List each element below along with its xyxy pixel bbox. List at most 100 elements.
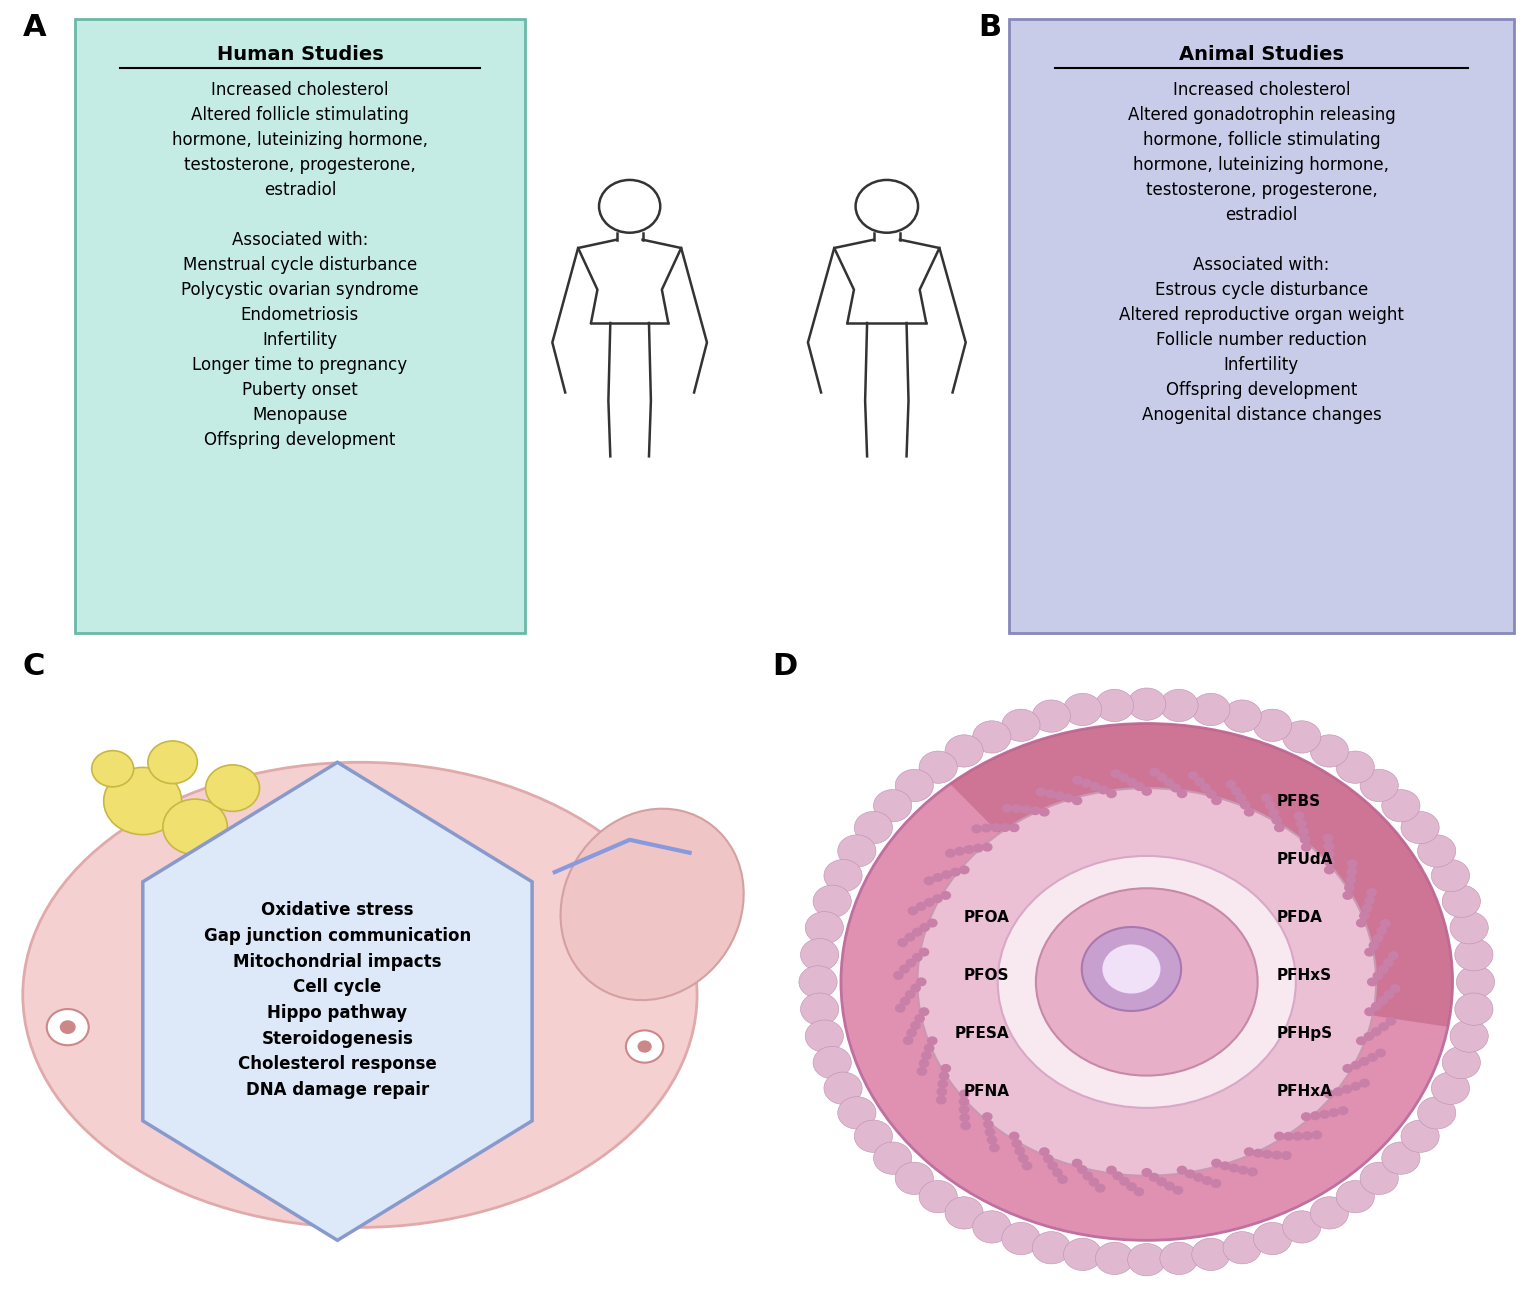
Circle shape — [986, 1136, 997, 1145]
Circle shape — [1364, 947, 1375, 956]
Circle shape — [1324, 1089, 1335, 1098]
Text: Human Studies: Human Studies — [217, 45, 384, 65]
Circle shape — [936, 1096, 946, 1105]
Circle shape — [1338, 1106, 1349, 1115]
Circle shape — [1324, 858, 1335, 867]
Circle shape — [1310, 735, 1349, 767]
Circle shape — [1297, 819, 1307, 828]
Polygon shape — [142, 762, 532, 1240]
Circle shape — [950, 867, 960, 876]
Circle shape — [1001, 804, 1012, 813]
Circle shape — [1161, 1242, 1199, 1274]
Text: A: A — [23, 13, 46, 41]
Circle shape — [910, 983, 920, 992]
Circle shape — [924, 1044, 934, 1053]
Circle shape — [1367, 888, 1378, 897]
Circle shape — [914, 1014, 925, 1023]
Circle shape — [1200, 783, 1211, 792]
Circle shape — [1148, 1173, 1159, 1182]
Circle shape — [899, 996, 910, 1005]
Circle shape — [1320, 1110, 1330, 1119]
Circle shape — [1310, 1196, 1349, 1229]
Circle shape — [813, 1047, 852, 1079]
Circle shape — [1283, 721, 1321, 753]
Circle shape — [1098, 786, 1109, 795]
Circle shape — [942, 870, 953, 879]
Circle shape — [801, 994, 839, 1026]
Circle shape — [1095, 1242, 1133, 1274]
Circle shape — [945, 735, 983, 767]
Circle shape — [1064, 1238, 1102, 1270]
Circle shape — [148, 742, 197, 783]
Circle shape — [1164, 1182, 1174, 1191]
Circle shape — [1274, 1132, 1284, 1141]
Circle shape — [910, 1021, 920, 1030]
Circle shape — [1378, 965, 1388, 974]
Circle shape — [1336, 751, 1375, 783]
Circle shape — [1294, 811, 1304, 820]
Circle shape — [911, 928, 922, 937]
Circle shape — [1105, 789, 1116, 798]
Circle shape — [1150, 767, 1161, 776]
Circle shape — [1364, 1032, 1375, 1041]
Circle shape — [1202, 1176, 1212, 1185]
Circle shape — [800, 966, 838, 997]
Circle shape — [1367, 1053, 1378, 1062]
Circle shape — [1417, 835, 1456, 867]
Circle shape — [1375, 1049, 1385, 1058]
Circle shape — [1329, 1109, 1339, 1118]
Circle shape — [1382, 1142, 1420, 1174]
Circle shape — [1161, 690, 1199, 722]
Circle shape — [824, 859, 862, 891]
Circle shape — [1032, 1231, 1070, 1264]
Circle shape — [1021, 805, 1032, 814]
Circle shape — [1141, 1168, 1153, 1177]
Circle shape — [971, 824, 982, 833]
Circle shape — [982, 1112, 992, 1121]
Text: D: D — [772, 652, 798, 681]
Circle shape — [1347, 859, 1358, 868]
Circle shape — [916, 1067, 927, 1076]
Circle shape — [1274, 823, 1284, 832]
Circle shape — [940, 1063, 951, 1072]
Circle shape — [1381, 919, 1391, 928]
Circle shape — [1350, 1081, 1361, 1090]
Circle shape — [1206, 789, 1217, 798]
Circle shape — [1095, 690, 1133, 722]
Circle shape — [1261, 1150, 1272, 1159]
Circle shape — [1156, 1177, 1167, 1186]
Circle shape — [1037, 889, 1257, 1075]
Circle shape — [60, 1021, 76, 1034]
Circle shape — [1442, 885, 1480, 917]
Circle shape — [1191, 1238, 1229, 1270]
Circle shape — [1401, 811, 1439, 844]
Circle shape — [1018, 1154, 1029, 1163]
Circle shape — [959, 866, 969, 875]
Circle shape — [1128, 1243, 1167, 1276]
Circle shape — [1368, 941, 1379, 950]
Circle shape — [1372, 1027, 1382, 1036]
Circle shape — [1401, 1120, 1439, 1152]
Circle shape — [1333, 1088, 1344, 1097]
Circle shape — [1442, 1047, 1480, 1079]
Circle shape — [824, 1072, 862, 1105]
Circle shape — [919, 947, 930, 956]
Circle shape — [927, 1036, 937, 1045]
Circle shape — [1324, 850, 1335, 859]
FancyBboxPatch shape — [1009, 19, 1514, 633]
Circle shape — [1127, 778, 1138, 787]
Circle shape — [1456, 966, 1494, 997]
Circle shape — [1081, 779, 1092, 788]
Circle shape — [1359, 1079, 1370, 1088]
Circle shape — [801, 938, 839, 970]
Circle shape — [1177, 1165, 1188, 1174]
Circle shape — [1128, 689, 1167, 721]
Circle shape — [1185, 1169, 1196, 1178]
Circle shape — [1001, 1222, 1040, 1255]
Circle shape — [1281, 1151, 1292, 1160]
Text: B: B — [979, 13, 1001, 41]
Circle shape — [991, 823, 1001, 832]
Text: Increased cholesterol
Altered gonadotrophin releasing
hormone, follicle stimulat: Increased cholesterol Altered gonadotrop… — [1119, 80, 1404, 424]
Circle shape — [1359, 911, 1370, 920]
Circle shape — [1300, 835, 1310, 844]
